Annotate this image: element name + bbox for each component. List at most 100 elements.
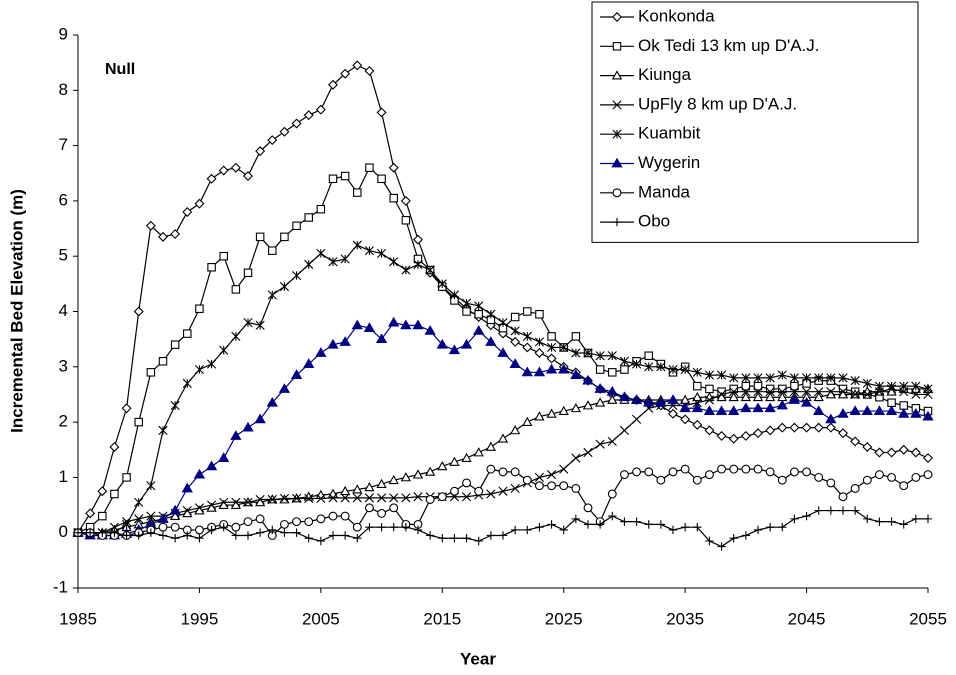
marker <box>546 353 557 364</box>
marker <box>389 493 399 503</box>
marker <box>316 493 326 504</box>
marker <box>280 232 289 242</box>
marker <box>158 357 168 366</box>
marker <box>340 171 350 181</box>
marker <box>692 419 703 430</box>
marker <box>631 359 642 369</box>
marker <box>612 12 622 22</box>
marker <box>170 534 180 543</box>
marker <box>740 391 751 402</box>
marker <box>183 329 192 338</box>
marker <box>425 466 436 476</box>
y-tick-label: 1 <box>59 467 68 486</box>
marker <box>339 336 351 346</box>
marker <box>158 231 168 242</box>
marker <box>255 320 265 330</box>
marker <box>183 531 192 540</box>
marker <box>255 494 265 505</box>
marker <box>389 503 399 513</box>
marker <box>693 381 702 391</box>
marker <box>243 531 253 540</box>
marker <box>838 506 848 515</box>
marker <box>436 338 448 349</box>
x-axis-title: Year <box>460 649 496 668</box>
marker <box>195 304 204 313</box>
marker <box>292 528 301 537</box>
marker <box>753 387 763 397</box>
marker <box>363 322 376 332</box>
marker <box>814 373 824 383</box>
marker <box>303 110 314 121</box>
marker <box>170 229 181 240</box>
marker <box>606 385 618 396</box>
marker <box>122 473 131 482</box>
marker <box>874 470 884 480</box>
marker <box>388 316 400 327</box>
marker <box>462 534 471 543</box>
marker <box>862 442 873 452</box>
marker <box>169 504 181 515</box>
marker <box>400 472 411 482</box>
marker <box>328 511 338 521</box>
marker <box>388 162 399 173</box>
marker <box>715 405 728 415</box>
marker <box>523 525 532 535</box>
marker <box>474 301 484 311</box>
marker <box>523 307 532 316</box>
marker <box>741 373 751 383</box>
marker <box>278 383 291 393</box>
marker <box>304 534 313 543</box>
marker <box>899 481 909 491</box>
marker <box>376 248 387 259</box>
marker <box>353 188 362 197</box>
marker <box>571 514 581 524</box>
y-tick-label: 7 <box>59 135 68 154</box>
marker <box>255 232 265 242</box>
y-tick-label: -1 <box>53 577 68 596</box>
marker <box>570 402 581 413</box>
marker <box>595 520 605 529</box>
marker <box>218 452 230 462</box>
marker <box>158 425 168 435</box>
marker <box>98 528 107 537</box>
legend-label: Ok Tedi 13 km up D'A.J. <box>638 36 820 55</box>
marker <box>740 430 751 441</box>
legend-label: Kiunga <box>638 65 691 84</box>
series <box>73 464 933 540</box>
marker <box>910 408 922 418</box>
marker <box>146 368 156 377</box>
marker <box>340 254 350 264</box>
marker <box>255 514 265 524</box>
marker <box>134 531 143 540</box>
marker <box>242 421 254 432</box>
marker <box>243 268 253 278</box>
marker <box>862 389 872 400</box>
marker <box>498 317 508 328</box>
marker <box>704 470 714 480</box>
marker <box>619 470 629 480</box>
legend-label: Manda <box>638 182 691 201</box>
marker <box>133 306 144 317</box>
marker <box>510 525 520 535</box>
marker <box>85 508 96 519</box>
marker <box>340 531 350 540</box>
marker <box>703 405 716 415</box>
marker <box>800 396 813 407</box>
marker <box>205 460 218 471</box>
marker <box>110 489 119 499</box>
marker <box>304 213 313 222</box>
marker <box>911 381 921 391</box>
marker <box>729 373 739 383</box>
marker <box>547 481 557 491</box>
marker <box>692 475 702 485</box>
marker <box>97 486 108 497</box>
marker <box>266 396 278 407</box>
marker <box>231 522 241 532</box>
marker <box>729 534 738 543</box>
marker <box>874 447 885 458</box>
marker <box>279 493 290 504</box>
marker <box>667 394 679 404</box>
x-tick-label: 2055 <box>909 609 947 628</box>
marker <box>801 422 812 433</box>
